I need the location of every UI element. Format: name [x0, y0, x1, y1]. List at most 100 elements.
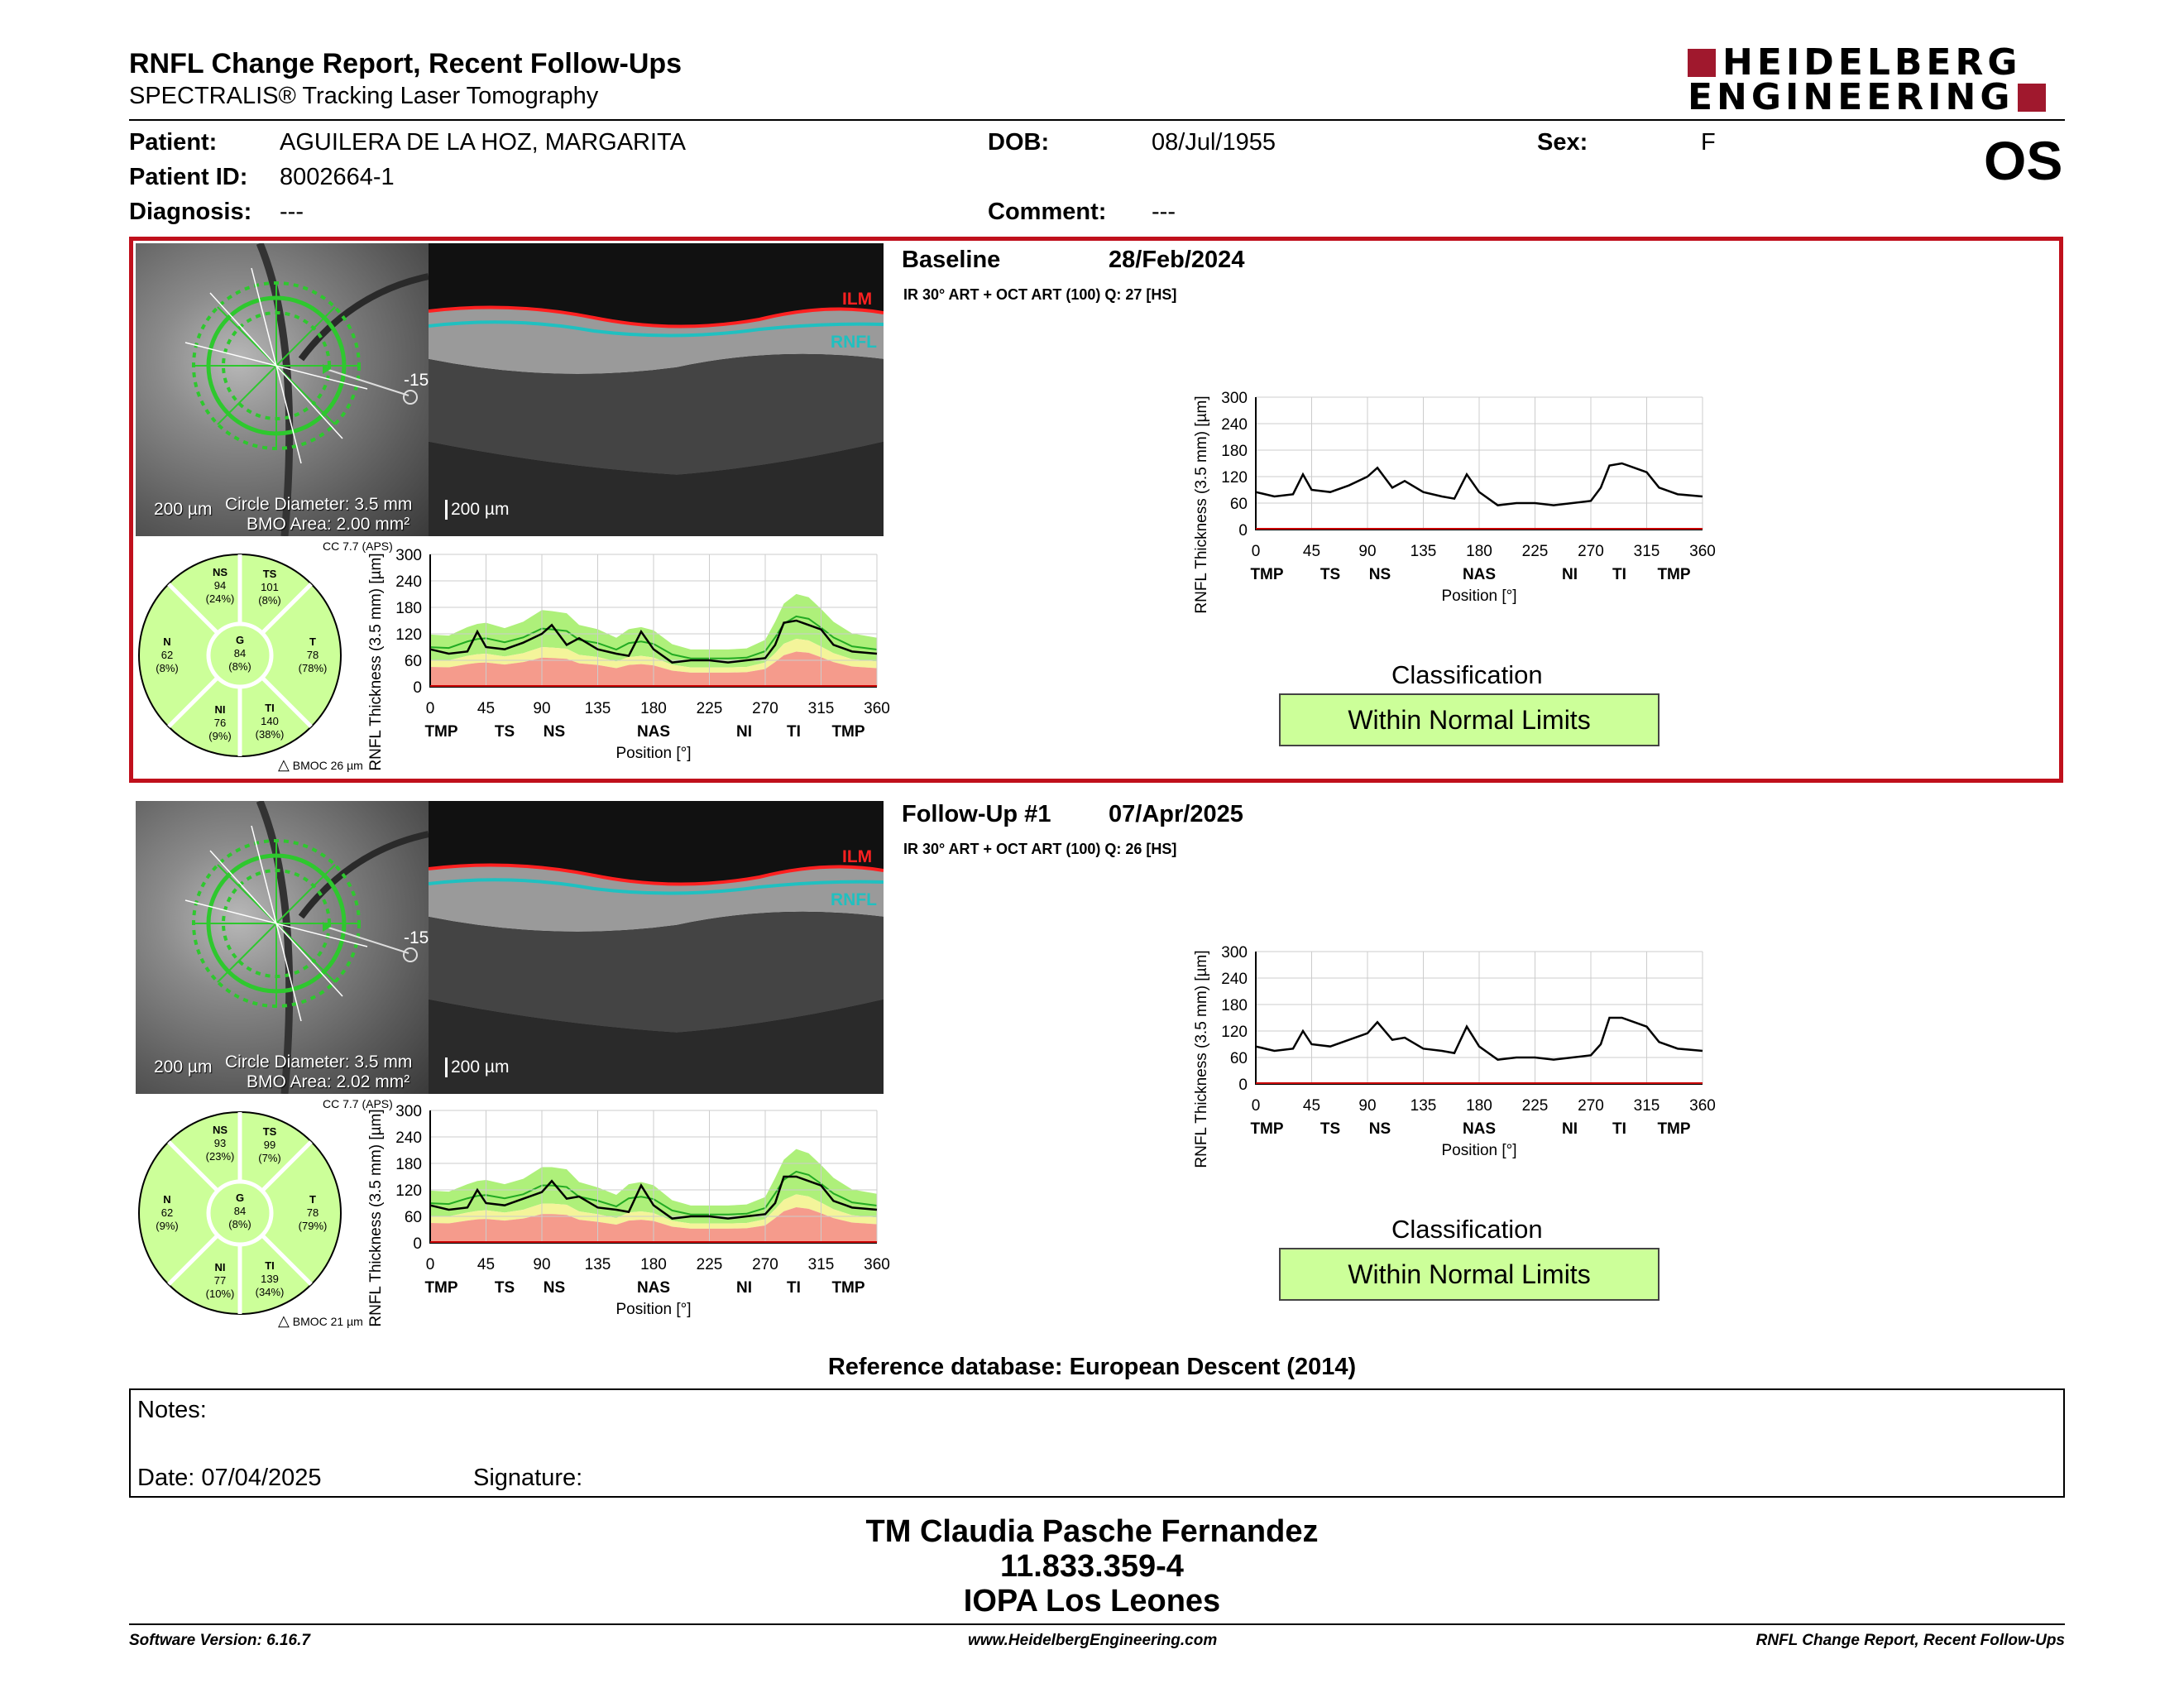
followup-name: Follow-Up #1 — [902, 801, 1051, 827]
sector-t-value: 78 — [307, 649, 318, 661]
signer-org: IOPA Los Leones — [963, 1584, 1221, 1618]
patient-id: 8002664-1 — [280, 164, 395, 190]
y-tick-label: 120 — [395, 626, 422, 644]
y-tick-label: 120 — [395, 1182, 422, 1200]
bmo-area-label: BMO Area: 2.00 mm² — [247, 515, 410, 534]
sector-axis-label: TS — [1320, 1120, 1340, 1138]
cc-label: CC 7.7 (APS) — [323, 1097, 393, 1110]
x-tick-label: 135 — [1410, 1097, 1437, 1115]
sector-n-label: N — [163, 635, 170, 648]
sector-g-value: 84 — [234, 1205, 246, 1217]
x-tick-label: 90 — [1358, 543, 1376, 560]
x-tick-label: 225 — [1522, 1097, 1549, 1115]
signer-name: TM Claudia Pasche Fernandez — [865, 1514, 1319, 1549]
bmoc-label: △ BMOC 21 µm — [278, 1312, 363, 1330]
y-axis-label: RNFL Thickness (3.5 mm) [µm] — [367, 1109, 385, 1326]
sector-ts-label: TS — [263, 1125, 277, 1138]
x-tick-label: 270 — [752, 700, 778, 717]
x-axis-label: Position [°] — [1441, 1142, 1516, 1159]
y-tick-label: 0 — [413, 1235, 422, 1253]
dob-label: DOB: — [988, 129, 1050, 156]
x-tick-label: 180 — [640, 1256, 667, 1273]
y-tick-label: 240 — [1221, 416, 1248, 434]
ilm-label: ILM — [842, 290, 873, 309]
sector-n-value: 62 — [161, 649, 173, 661]
x-tick-label: 90 — [1358, 1097, 1376, 1115]
patient-name: AGUILERA DE LA HOZ, MARGARITA — [280, 129, 686, 156]
y-tick-label: 0 — [1238, 1077, 1248, 1094]
angle-label: -15 — [404, 371, 429, 390]
sex-label: Sex: — [1537, 129, 1588, 156]
x-axis-label: Position [°] — [1441, 587, 1516, 605]
x-tick-label: 0 — [1252, 1097, 1261, 1115]
header-divider — [129, 119, 2065, 121]
sector-axis-label: TMP — [1250, 566, 1283, 583]
sector-ni-pct: (10%) — [206, 1288, 235, 1300]
ilm-label: ILM — [842, 847, 873, 866]
sector-ns-pct: (23%) — [206, 1150, 235, 1163]
sector-g-label: G — [236, 634, 244, 646]
angle-label: -15 — [404, 928, 429, 947]
circle-diameter-label: Circle Diameter: 3.5 mm — [225, 495, 413, 514]
comment-value: --- — [1152, 199, 1176, 225]
y-tick-label: 300 — [1221, 390, 1248, 407]
thickness-series-line — [429, 619, 878, 664]
sector-ns-pct: (24%) — [206, 592, 235, 605]
y-axis-label: RNFL Thickness (3.5 mm) [µm] — [367, 553, 385, 770]
y-tick-label: 60 — [1230, 1050, 1248, 1067]
cc-label: CC 7.7 (APS) — [323, 539, 393, 553]
notes-label: Notes: — [137, 1397, 207, 1423]
website: www.HeidelbergEngineering.com — [968, 1632, 1218, 1649]
x-tick-label: 180 — [1466, 543, 1492, 560]
x-tick-label: 225 — [697, 1256, 723, 1273]
sector-axis-label: NI — [736, 723, 752, 741]
notes-box: Notes: Date: 07/04/2025 Signature: — [129, 1388, 2065, 1498]
fundus-scale-label: 200 µm — [154, 500, 213, 519]
x-tick-label: 45 — [477, 1256, 495, 1273]
sector-g-pct: (8%) — [228, 660, 251, 673]
y-tick-label: 240 — [395, 573, 422, 591]
x-tick-label: 45 — [477, 700, 495, 717]
sector-ns-value: 93 — [214, 1137, 226, 1149]
dob-value: 08/Jul/1955 — [1152, 129, 1276, 156]
y-tick-label: 240 — [395, 1129, 422, 1147]
sector-ti-pct: (34%) — [256, 1286, 285, 1298]
sector-t-value: 78 — [307, 1206, 318, 1219]
sector-axis-label: NS — [544, 723, 565, 741]
rnfl-label: RNFL — [831, 333, 877, 352]
sector-t-label: T — [309, 635, 316, 648]
comment-label: Comment: — [988, 199, 1107, 225]
sector-ts-value: 99 — [264, 1139, 275, 1151]
followup-fundus-image: 200 µm Circle Diameter: 3.5 mm BMO Area:… — [136, 801, 429, 1094]
x-tick-label: 90 — [533, 1256, 550, 1273]
x-tick-label: 315 — [1634, 1097, 1660, 1115]
y-tick-label: 0 — [413, 679, 422, 697]
baseline-scan-info: IR 30° ART + OCT ART (100) Q: 27 [HS] — [903, 286, 1177, 303]
x-tick-label: 270 — [1578, 543, 1604, 560]
x-tick-label: 180 — [640, 700, 667, 717]
patient-id-label: Patient ID: — [129, 164, 248, 190]
x-tick-label: 225 — [1522, 543, 1549, 560]
baseline-fundus-image: 200 µm Circle Diameter: 3.5 mm BMO Area:… — [136, 243, 429, 536]
bmoc-value: BMOC 21 µm — [292, 1315, 363, 1328]
baseline-classification-title: Classification — [1391, 660, 1543, 689]
sector-ti-label: TI — [265, 702, 275, 714]
report-title: RNFL Change Report, Recent Follow-Ups — [129, 48, 682, 79]
baseline-thickness-chart-right: 0 60 120 180 240 300 0 45 90 135 180 225 270 315 360 TM… — [1193, 390, 1716, 614]
y-tick-label: 60 — [405, 653, 422, 670]
sector-ts-value: 101 — [261, 581, 279, 593]
bmoc-value: BMOC 26 µm — [292, 759, 363, 772]
oct-scale-label: 200 µm — [445, 1057, 509, 1077]
diagnosis-value: --- — [280, 199, 304, 225]
sector-axis-label: TMP — [1657, 1120, 1690, 1138]
followup-classification-badge: Within Normal Limits — [1279, 1248, 1660, 1301]
thickness-series-line — [1255, 462, 1703, 506]
oct-layers — [429, 305, 884, 536]
y-tick-label: 180 — [395, 1156, 422, 1173]
sector-ts-label: TS — [263, 568, 277, 580]
x-tick-label: 270 — [752, 1256, 778, 1273]
x-axis-label: Position [°] — [615, 745, 691, 762]
rnfl-label: RNFL — [831, 890, 877, 909]
footer-report-name: RNFL Change Report, Recent Follow-Ups — [1755, 1632, 2065, 1649]
